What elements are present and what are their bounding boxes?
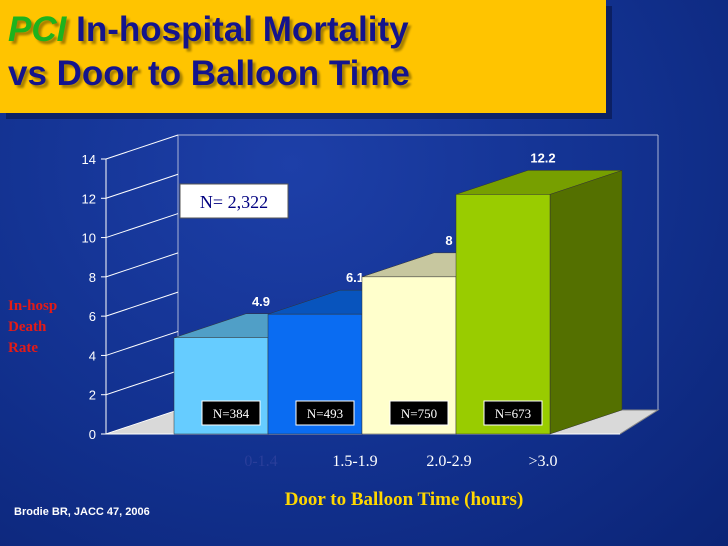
- x-tick-label: 2.0-2.9: [426, 453, 471, 470]
- x-tick-label: >3.0: [528, 453, 557, 470]
- y-axis-label-line: Rate: [8, 340, 38, 356]
- y-tick-label: 6: [89, 309, 96, 324]
- bar: [455, 194, 551, 435]
- n-count-label: N=384: [213, 406, 250, 421]
- y-axis-label: In-hosp Death Rate: [8, 296, 78, 359]
- title-line1-rest: In-hospital Mortality: [76, 10, 409, 49]
- n-count-label: N=673: [495, 406, 531, 421]
- title-line-1: PCI In-hospital Mortality: [8, 8, 606, 52]
- y-grid-side-line: [105, 213, 179, 239]
- y-grid-side-line: [105, 330, 179, 356]
- y-grid-side-line: [105, 173, 179, 199]
- y-tick-label: 2: [89, 388, 96, 403]
- y-grid-side-line: [105, 409, 179, 435]
- n-count-box: [483, 400, 543, 426]
- y-tick-label: 14: [82, 152, 96, 167]
- y-grid-side-line: [105, 291, 179, 317]
- y-tick-label: 0: [89, 427, 96, 442]
- n-count-label: N=750: [401, 406, 437, 421]
- title-pci: PCI: [8, 10, 67, 49]
- title-box: PCI In-hospital Mortality vs Door to Bal…: [0, 0, 606, 113]
- y-tick-label: 10: [82, 231, 96, 246]
- y-axis-label-line: In-hosp: [8, 298, 58, 314]
- y-tick-label: 12: [82, 191, 96, 206]
- n-count-label: N=493: [307, 406, 343, 421]
- x-axis-label: Door to Balloon Time (hours): [285, 489, 524, 510]
- n-count-box: [201, 400, 261, 426]
- n-count-box: [295, 400, 355, 426]
- x-tick-label: 1.5-1.9: [332, 453, 377, 470]
- y-tick-label: 8: [89, 270, 96, 285]
- bar-value-label: 12.2: [530, 150, 555, 165]
- source-citation: Brodie BR, JACC 47, 2006: [14, 506, 150, 518]
- bar-side: [549, 170, 623, 435]
- annotation-box: [179, 183, 289, 219]
- x-tick-label: 0-1.4: [244, 453, 277, 470]
- title-line-2: vs Door to Balloon Time: [8, 54, 410, 93]
- bar-value-label: 8: [445, 233, 452, 248]
- y-grid-side-line: [105, 252, 179, 278]
- bar-value-label: 4.9: [252, 294, 270, 309]
- annotation-text: N= 2,322: [200, 192, 268, 212]
- y-grid-side-line: [105, 370, 179, 396]
- y-tick-label: 4: [89, 348, 96, 363]
- n-count-box: [389, 400, 449, 426]
- bar-value-label: 6.1: [346, 270, 364, 285]
- y-grid-side-line: [105, 134, 179, 160]
- y-axis-label-line: Death: [8, 319, 47, 335]
